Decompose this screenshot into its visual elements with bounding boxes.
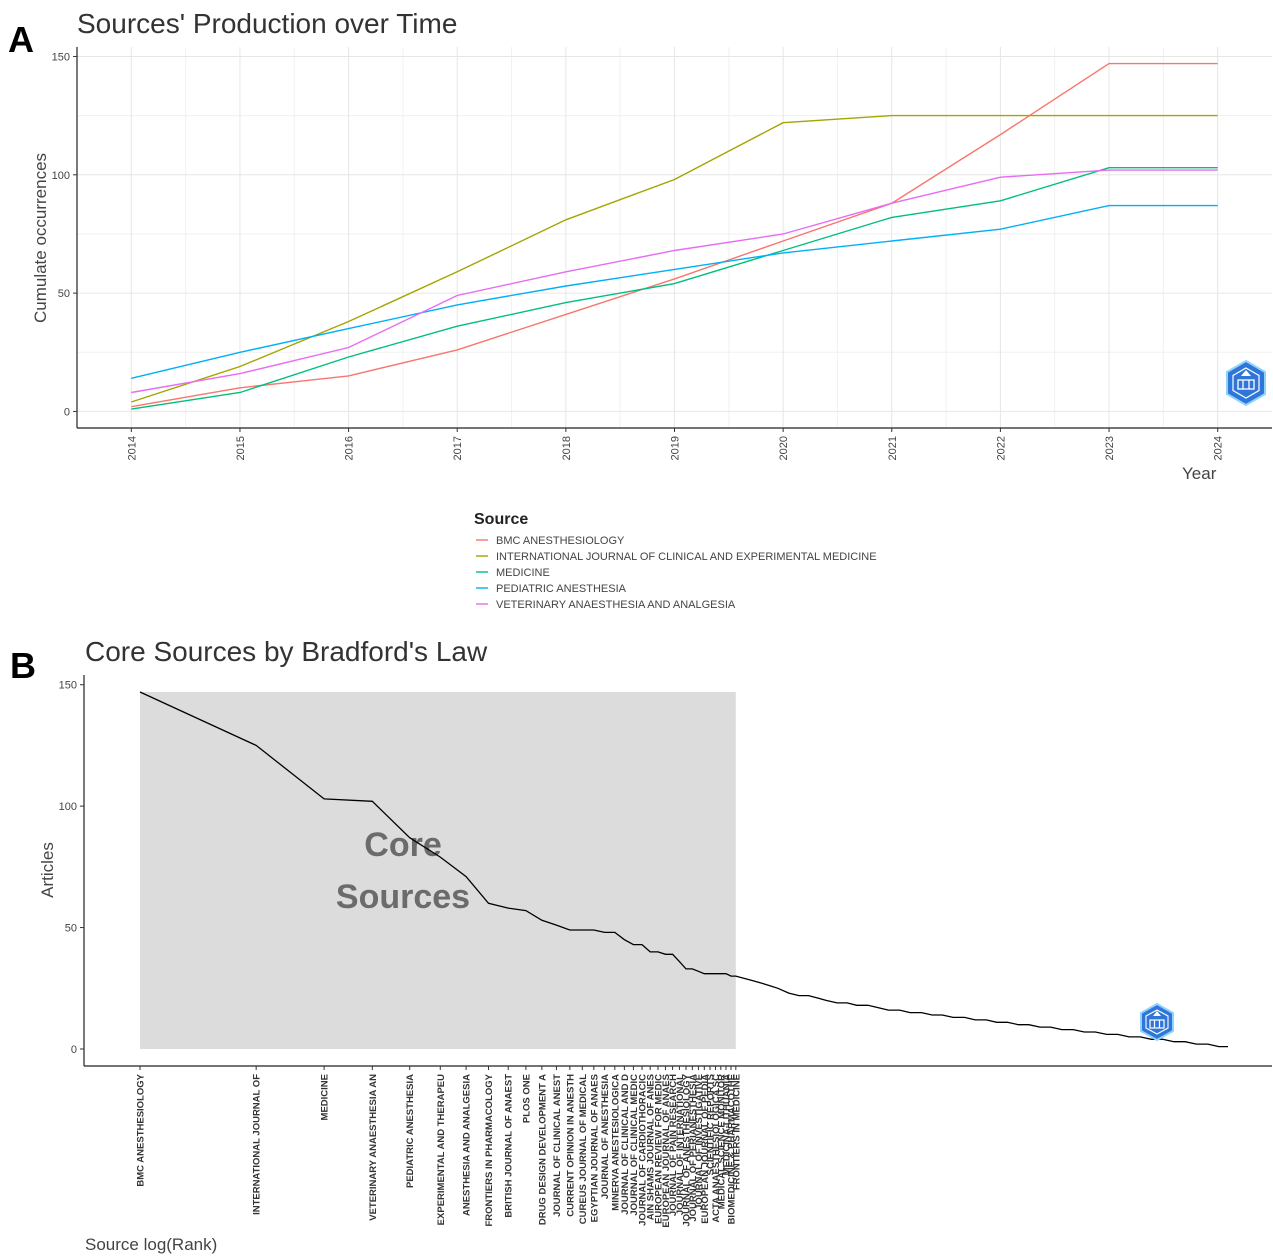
chart-a-y-ticks: 0 50 100 150 (52, 51, 77, 418)
x-tick-label: 2018 (561, 436, 573, 460)
source-tick-label: JOURNAL OF PERIANESTHESIA (688, 1074, 699, 1222)
panel-a-letter: A (8, 19, 34, 60)
core-label-line2: Sources (336, 878, 470, 916)
x-tick-label: 2024 (1213, 436, 1225, 460)
source-tick-label: MEDICINA-LITHUANIA (721, 1074, 732, 1175)
source-tick-label: ACTA ANAESTHESIOLOGICA SC (711, 1074, 722, 1223)
legend-label-3: MEDICINE (496, 567, 550, 579)
series-line-4 (131, 204, 1218, 379)
source-tick-label: PEDIATRIC ANESTHESIA (405, 1074, 416, 1188)
chart-b-x-axis-title: Source log(Rank) (85, 1235, 217, 1254)
y-tick-label: 100 (52, 170, 70, 182)
source-tick-label: ANESTHESIA AND ANALGESIA (462, 1074, 473, 1216)
source-tick-label: EUROPEAN JOURNAL OF ANAES (661, 1074, 672, 1228)
panel-b-bradford-chart: Core Sources by Bradford's Law Core Sour… (38, 636, 1272, 1254)
source-tick-label: FRONTIERS IN PHARMACOLOGY (484, 1073, 495, 1226)
source-tick-label: CURRENT OPINION IN ANESTH (565, 1074, 576, 1217)
source-tick-label: EXPERIMENTAL AND THERAPEU (436, 1074, 447, 1225)
source-tick-label: MEDICAL SCIENCE MONITOR (716, 1074, 727, 1209)
legend-label-1: BMC ANESTHESIOLOGY (496, 535, 625, 547)
panel-a-line-chart: Sources' Production over Time 050100150 … (31, 8, 1272, 611)
source-tick-label: FRONTIERS IN MEDICINE (731, 1074, 742, 1190)
legend-label-4: PEDIATRIC ANESTHESIA (496, 583, 627, 595)
legend-label-2: INTERNATIONAL JOURNAL OF CLINICAL AND EX… (496, 551, 877, 563)
y-tick-label: 50 (65, 923, 77, 935)
chart-a-gridlines (77, 47, 1272, 428)
source-tick-label: JOURNAL OF CLINICAL AND D (620, 1074, 631, 1215)
source-tick-label: JOURNAL OF CARDIOTHORACIC (638, 1074, 649, 1226)
chart-b-y-axis-title: Articles (38, 842, 57, 898)
x-tick-label: 2017 (452, 436, 464, 460)
source-tick-label: EUROPEAN JOURNAL OF PEDIA (700, 1074, 711, 1224)
x-tick-label: 2016 (344, 436, 356, 460)
source-tick-label: JOURNAL OF ANESTHESIOLOGY (682, 1073, 693, 1226)
source-tick-label: PLOS ONE (521, 1074, 532, 1123)
x-tick-label: 2015 (235, 436, 247, 460)
chart-a-x-axis-title: Year (1182, 464, 1217, 483)
bibliometrix-logo-icon (1226, 359, 1266, 407)
x-tick-label: 2023 (1104, 436, 1116, 460)
legend-label-5: VETERINARY ANAESTHESIA AND ANALGESIA (496, 599, 736, 611)
chart-b-source-ticks: BMC ANESTHESIOLOGY INTERNATIONAL JOURNAL … (136, 1066, 742, 1228)
panel-b-letter: B (10, 645, 36, 686)
chart-b-y-ticks: 0 50 100 150 (59, 680, 84, 1056)
chart-a-y-axis-title: Cumulate occurrences (31, 153, 50, 323)
source-tick-label: JOURNAL OF INVESTIGATIVE (694, 1074, 705, 1210)
source-tick-label: DRUG DESIGN DEVELOPMENT A (537, 1074, 548, 1225)
source-tick-label: MINERVA ANESTESIOLOGICA (610, 1074, 621, 1211)
x-tick-label: 2020 (778, 436, 790, 460)
source-tick-label: BRITISH JOURNAL OF ANAEST (504, 1074, 515, 1218)
source-tick-label: EGYPTIAN JOURNAL OF ANAES (589, 1074, 600, 1222)
legend-title: Source (474, 511, 528, 528)
source-tick-label: EUROPEAN REVIEW FOR MEDIC (654, 1074, 665, 1224)
bradford-line (139, 691, 1228, 1048)
chart-a-title: Sources' Production over Time (77, 8, 457, 39)
x-tick-label: 2019 (670, 436, 682, 460)
core-sources-zone (140, 692, 736, 1049)
source-tick-label: BMC ANESTHESIOLOGY (136, 1073, 147, 1186)
y-tick-label: 50 (58, 288, 70, 300)
source-tick-label: INTERNATIONAL JOURNAL OF (252, 1074, 263, 1215)
series-line-3 (131, 166, 1218, 410)
source-tick-label: CUREUS JOURNAL OF MEDICAL (578, 1074, 589, 1224)
chart-b-title: Core Sources by Bradford's Law (85, 636, 488, 667)
chart-a-x-ticks: 2014 2015 2016 2017 2018 2019 2020 2021 2022 2023… (126, 428, 1225, 460)
source-tick-label: JOURNAL OF ANESTHESIA (600, 1074, 611, 1199)
y-tick-label: 0 (64, 406, 70, 418)
y-tick-label: 150 (52, 51, 70, 63)
y-tick-label: 150 (59, 680, 77, 692)
bibliometrix-logo-icon (1140, 1002, 1174, 1042)
chart-b-axes (83, 675, 1272, 1067)
source-tick-label: JOURNAL OF INTERNATIONAL (675, 1074, 686, 1215)
chart-b-series (139, 691, 1228, 1048)
source-tick-label: JOURNAL OF CLINICAL MEDIC (629, 1074, 640, 1216)
x-tick-label: 2014 (126, 436, 138, 460)
source-tick-label: SCIENTIFIC REPORTS (705, 1074, 716, 1175)
series-line-5 (131, 169, 1218, 394)
chart-a-series-lines (131, 62, 1218, 410)
x-tick-label: 2022 (995, 436, 1007, 460)
source-tick-label: AIN SHAMS JOURNAL OF ANES (646, 1074, 657, 1220)
x-tick-label: 2021 (887, 436, 899, 460)
y-tick-label: 100 (59, 801, 77, 813)
source-tick-label: VETERINARY ANAESTHESIA AN (368, 1074, 379, 1221)
core-label-line1: Core (364, 826, 441, 864)
source-tick-label: JOURNAL OF CLINICAL ANEST (552, 1074, 563, 1217)
source-tick-label: JOURNAL OF PAIN RESEARCH (668, 1074, 679, 1216)
y-tick-label: 0 (71, 1044, 77, 1056)
source-tick-label: MEDICINE (320, 1074, 331, 1120)
series-line-1 (131, 62, 1218, 408)
source-tick-label: BIOMEDICINE & PHARMACOTHE (726, 1074, 737, 1224)
chart-a-legend: Source BMC ANESTHESIOLOGY INTERNATIONAL J… (474, 511, 877, 611)
